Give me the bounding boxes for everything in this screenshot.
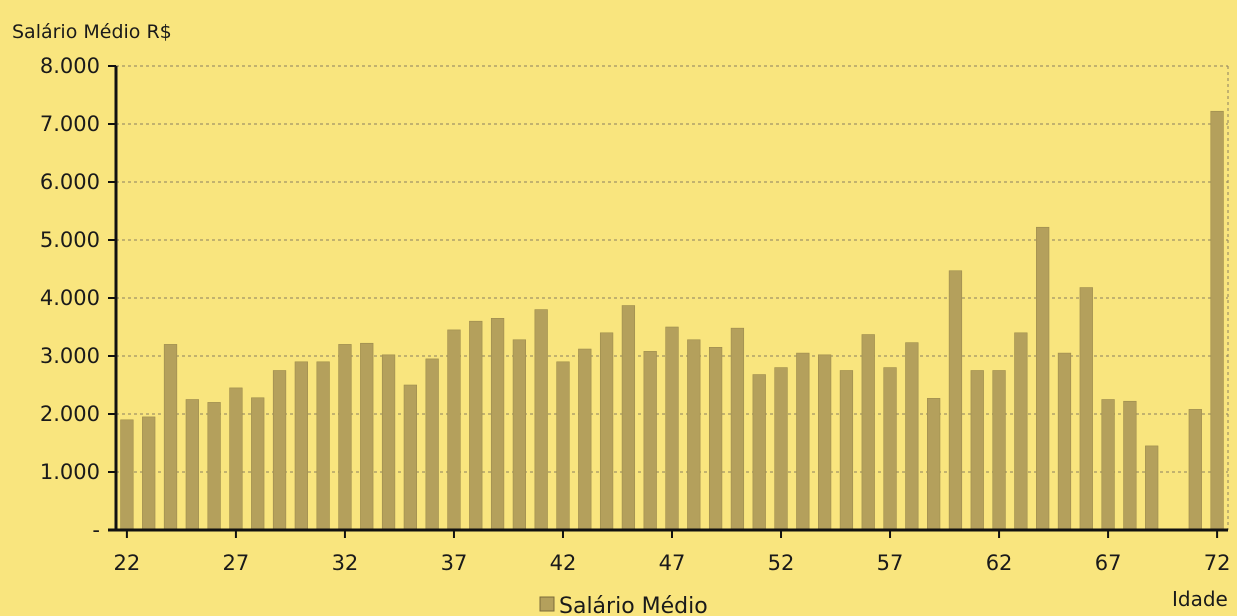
bar [142,416,156,531]
y-tick-label: 1.000 [40,460,100,484]
bar [447,329,461,531]
bar [272,370,287,531]
bar [1123,400,1137,531]
y-tick-label: 6.000 [40,170,100,194]
bar [665,326,679,531]
y-tick-label: - [92,518,100,542]
bar [948,270,963,531]
bar [1036,226,1050,531]
bar [599,332,614,531]
bar [752,374,766,531]
y-tick-label: 7.000 [40,112,100,136]
bar [512,339,526,531]
bar [1188,409,1202,531]
bar [839,370,854,531]
x-tick-label: 57 [877,551,904,575]
bar [490,317,505,531]
bar [381,354,396,531]
bar [1210,110,1224,531]
bar [1079,287,1093,531]
bar [207,402,221,531]
bar [970,370,984,531]
y-tick-label: 2.000 [40,402,100,426]
x-tick-label: 42 [550,551,577,575]
y-tick-label: 5.000 [40,228,100,252]
x-tick-label: 22 [114,551,141,575]
x-tick-label: 27 [223,551,250,575]
bar [774,367,788,531]
bar [425,358,439,531]
x-tick-label: 72 [1204,551,1231,575]
bar [1057,352,1072,531]
x-tick-label: 52 [768,551,795,575]
bar [578,348,592,531]
x-tick-label: 32 [332,551,359,575]
bar [927,398,941,531]
bar [556,361,570,531]
x-tick-label: 47 [659,551,686,575]
bar [861,334,875,531]
bar [708,346,723,531]
bar [796,352,810,531]
axes [108,65,1228,538]
bar [251,397,265,531]
x-tick-label: 62 [986,551,1013,575]
bars [120,110,1224,531]
bar [120,419,134,531]
bar [163,344,178,531]
bar [1014,332,1028,531]
bar [338,344,352,531]
bar [817,354,832,531]
bar [687,339,701,531]
y-axis-label: Salário Médio R$ [12,21,172,43]
bar [534,309,548,531]
legend: Salário Médio [539,594,708,616]
bar [1145,445,1159,531]
bar [621,305,636,531]
bar [905,342,919,531]
y-tick-label: 4.000 [40,286,100,310]
x-tick-labels: 22 27 32 37 42 47 52 57 62 67 72 [114,551,1231,575]
bar [316,361,330,531]
y-tick-label: 8.000 [40,54,100,78]
legend-swatch [539,596,555,612]
bar [643,351,657,531]
bar [1101,399,1115,531]
bar [229,387,243,531]
bar [294,361,308,531]
x-tick-label: 37 [441,551,468,575]
bar [469,320,483,531]
legend-label: Salário Médio [559,594,708,616]
x-axis-label: Idade [1172,587,1228,611]
bar [185,399,199,531]
bar [992,370,1006,531]
y-tick-label: 3.000 [40,344,100,368]
bar [403,384,417,531]
bar [883,367,897,531]
y-tick-labels: - 1.000 2.000 3.000 4.000 5.000 6.000 7.000 8.00… [40,54,100,542]
x-tick-label: 67 [1095,551,1122,575]
bar [730,327,745,531]
bar [360,342,374,531]
